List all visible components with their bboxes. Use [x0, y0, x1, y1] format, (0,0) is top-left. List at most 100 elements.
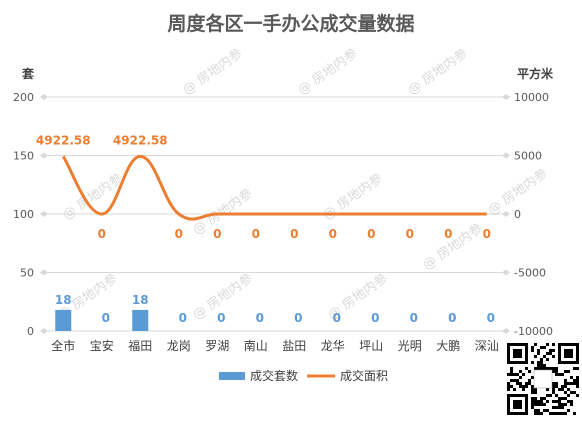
qr-module — [570, 391, 573, 394]
qr-module — [534, 388, 537, 391]
qr-module — [546, 394, 549, 397]
qr-module — [519, 370, 522, 373]
line-data-label: 0 — [406, 227, 414, 241]
line-data-label: 0 — [213, 227, 221, 241]
qr-module — [537, 412, 540, 415]
qr-module — [537, 352, 540, 355]
left-tick-label: 150 — [13, 150, 34, 163]
bar-data-label: 0 — [410, 311, 418, 325]
qr-module — [540, 361, 543, 364]
qr-module — [534, 409, 537, 412]
qr-module — [540, 346, 543, 349]
qr-module — [534, 355, 537, 358]
qr-module — [543, 409, 546, 412]
qr-module — [558, 397, 561, 400]
bar-data-label: 0 — [102, 311, 110, 325]
qr-module — [552, 412, 555, 415]
right-tick-label: 5000 — [514, 150, 542, 163]
qr-module — [555, 385, 558, 388]
left-axis-ticks: 0 50 100 150 200 — [13, 91, 34, 338]
qr-module — [537, 403, 540, 406]
qr-module — [546, 358, 549, 361]
category-label: 龙岗 — [167, 339, 191, 353]
bar-data-label: 0 — [294, 311, 302, 325]
legend-bar-swatch — [219, 372, 245, 380]
qr-module — [555, 382, 558, 385]
qr-module — [552, 391, 555, 394]
bar-series — [55, 309, 149, 331]
right-tick-label: -5000 — [514, 267, 546, 280]
qr-module — [576, 379, 579, 382]
bar-data-label: 0 — [333, 311, 341, 325]
qr-module — [531, 349, 534, 352]
qr-module — [567, 388, 570, 391]
qr-module — [507, 382, 510, 385]
qr-module — [534, 412, 537, 415]
category-label: 深汕 — [475, 339, 499, 353]
qr-module — [564, 385, 567, 388]
left-tick-label: 0 — [27, 325, 34, 338]
line-data-label: 0 — [367, 227, 375, 241]
category-label: 罗湖 — [205, 338, 229, 353]
category-label: 盐田 — [282, 339, 306, 353]
bar-data-labels: 18 0 18 0 0 0 0 0 0 0 0 0 — [55, 293, 495, 325]
bar-data-label: 18 — [132, 293, 149, 307]
category-label: 福田 — [128, 338, 152, 353]
qr-module — [537, 400, 540, 403]
line-data-label: 4922.58 — [36, 133, 91, 147]
qr-module — [531, 391, 534, 394]
qr-module — [540, 400, 543, 403]
qr-module — [546, 343, 549, 346]
line-series — [61, 154, 487, 221]
qr-module — [531, 403, 534, 406]
qr-module — [513, 388, 516, 391]
legend-bar-label: 成交套数 — [250, 368, 298, 383]
line-data-label: 0 — [444, 227, 452, 241]
gridline-marker — [502, 269, 510, 276]
qr-code-icon — [505, 341, 581, 417]
qr-module — [558, 403, 561, 406]
qr-module — [507, 385, 510, 388]
qr-module — [525, 382, 528, 385]
qr-module — [549, 412, 552, 415]
qr-module — [531, 400, 534, 403]
qr-module — [540, 412, 543, 415]
qr-module — [543, 364, 546, 367]
qr-module — [546, 409, 549, 412]
qr-module — [561, 373, 564, 376]
qr-module — [552, 406, 555, 409]
left-tick-label: 100 — [13, 208, 34, 221]
qr-module — [540, 403, 543, 406]
qr-module — [531, 346, 534, 349]
qr-module — [567, 394, 570, 397]
qr-module — [549, 349, 552, 352]
chart-title: 周度各区一手办公成交量数据 — [167, 12, 414, 35]
qr-module — [513, 373, 516, 376]
qr-module — [528, 379, 531, 382]
qr-module — [534, 367, 537, 370]
qr-module — [564, 412, 567, 415]
qr-module — [513, 379, 516, 382]
qr-module — [522, 388, 525, 391]
qr-module — [549, 367, 552, 370]
qr-module — [516, 382, 519, 385]
qr-module — [549, 352, 552, 355]
gridline-marker — [502, 152, 510, 159]
bar-全市 — [55, 309, 72, 331]
qr-module — [573, 379, 576, 382]
qr-module — [546, 352, 549, 355]
qr-module — [561, 406, 564, 409]
qr-module — [510, 370, 513, 373]
qr-module — [561, 385, 564, 388]
line-data-label: 0 — [252, 227, 260, 241]
qr-module — [540, 358, 543, 361]
qr-module — [567, 409, 570, 412]
qr-module — [546, 388, 549, 391]
qr-module — [573, 412, 576, 415]
watermark-text: @ 房地内参 — [190, 185, 256, 238]
gridline-marker — [502, 328, 510, 334]
watermark-text: @ 房地内参 — [405, 45, 471, 98]
watermark-text: @ 房地内参 — [180, 45, 246, 98]
qr-finder — [513, 400, 522, 409]
